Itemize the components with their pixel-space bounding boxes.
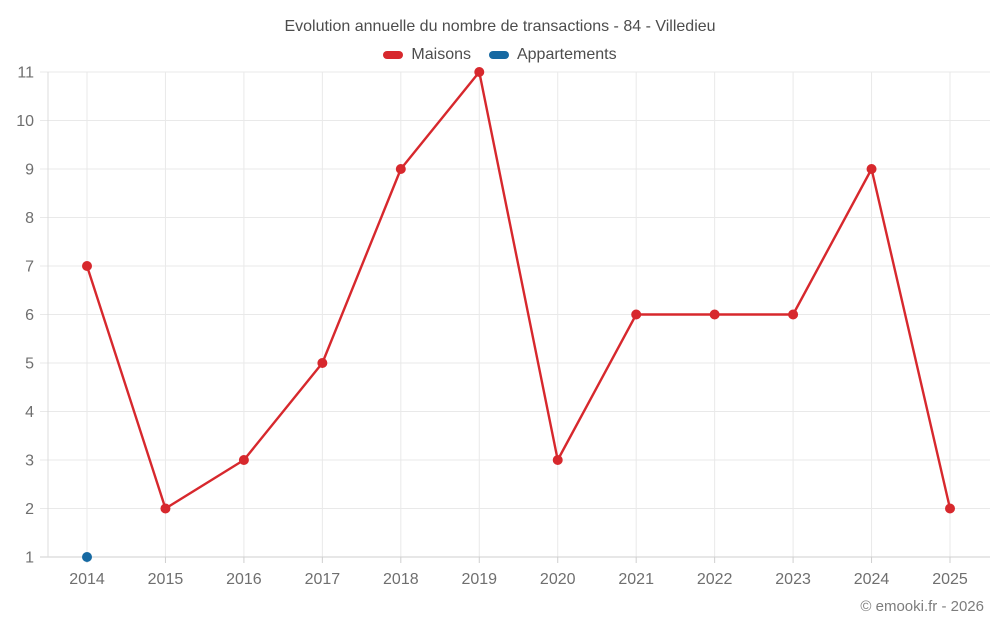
- y-tick-label: 1: [25, 550, 34, 567]
- y-tick-label: 2: [25, 501, 34, 518]
- x-tick-label: 2021: [618, 571, 654, 588]
- y-tick-label: 9: [25, 162, 34, 179]
- x-tick-label: 2014: [69, 571, 105, 588]
- data-point-maisons: [788, 309, 799, 320]
- x-tick-label: 2023: [775, 571, 811, 588]
- y-tick-label: 4: [25, 404, 34, 421]
- x-tick-label: 2018: [383, 571, 419, 588]
- legend-item-appartements[interactable]: Appartements: [488, 46, 617, 64]
- data-point-maisons: [552, 455, 563, 465]
- data-point-maisons: [709, 309, 720, 320]
- data-point-maisons: [395, 164, 406, 174]
- x-tick-label: 2015: [148, 571, 184, 588]
- y-tick-label: 6: [25, 307, 34, 324]
- data-point-maisons: [474, 67, 485, 77]
- maisons-legend-swatch-icon: [383, 51, 404, 59]
- x-tick-label: 2022: [697, 571, 733, 588]
- legend-label-maisons: Maisons: [411, 46, 471, 63]
- copyright-text: © emooki.fr - 2026: [860, 598, 984, 615]
- x-tick-label: 2024: [854, 571, 890, 588]
- appartements-legend-swatch-icon: [488, 51, 509, 59]
- x-tick-label: 2016: [226, 571, 262, 588]
- y-tick-label: 10: [16, 113, 34, 130]
- y-tick-label: 3: [25, 453, 34, 470]
- data-point-maisons: [317, 358, 328, 368]
- data-point-appartements: [82, 552, 92, 562]
- y-tick-label: 11: [17, 65, 34, 82]
- y-tick-label: 5: [25, 356, 34, 373]
- x-tick-label: 2020: [540, 571, 576, 588]
- data-point-maisons: [631, 309, 642, 320]
- y-tick-label: 7: [25, 259, 34, 276]
- x-tick-label: 2017: [305, 571, 341, 588]
- x-tick-label: 2025: [932, 571, 968, 588]
- chart-legend: Maisons Appartements: [0, 46, 1000, 64]
- y-tick-label: 8: [25, 210, 34, 227]
- x-tick-label: 2019: [461, 571, 497, 588]
- data-point-maisons: [160, 503, 171, 514]
- legend-item-maisons[interactable]: Maisons: [383, 46, 471, 64]
- data-point-maisons: [945, 503, 955, 514]
- chart-title: Evolution annuelle du nombre de transact…: [284, 18, 716, 35]
- data-point-maisons: [866, 164, 877, 174]
- data-point-maisons: [238, 455, 249, 465]
- data-point-maisons: [82, 261, 92, 271]
- legend-label-appartements: Appartements: [516, 46, 617, 63]
- series-line-maisons: [85, 70, 952, 510]
